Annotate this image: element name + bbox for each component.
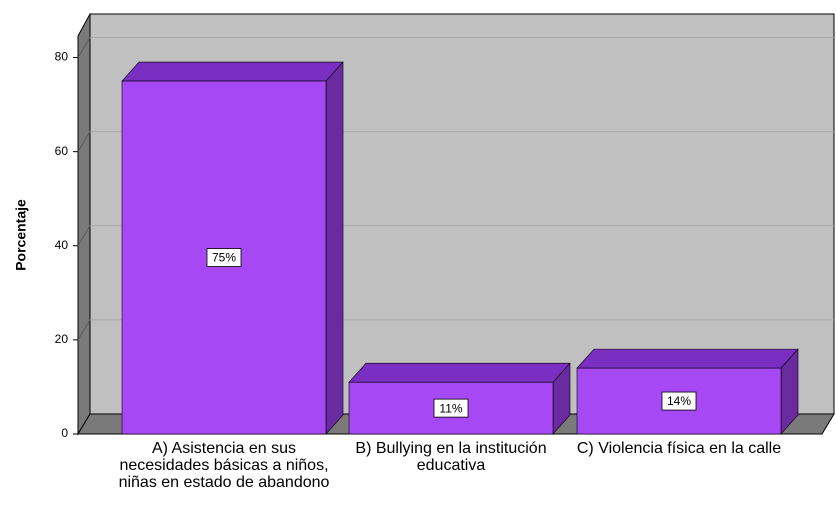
bar-top xyxy=(576,348,799,369)
grid-line xyxy=(77,319,91,341)
value-label-box xyxy=(206,248,242,267)
y-tick-label: 60 xyxy=(55,144,69,158)
value-label-box xyxy=(433,398,469,418)
y-tick-label: 40 xyxy=(55,238,69,252)
value-label: 11% xyxy=(439,401,462,415)
side-wall xyxy=(77,13,91,436)
value-label: 14% xyxy=(667,394,691,408)
grid-line xyxy=(77,225,91,247)
grid-line xyxy=(77,131,91,152)
x-tick-label: A) Asistencia en sus necesidades básicas… xyxy=(118,440,330,491)
x-tick-label: C) Violencia física en la calle xyxy=(576,440,782,457)
grid-line xyxy=(77,37,91,58)
y-tick-label: 20 xyxy=(55,332,69,346)
bar-side xyxy=(325,61,344,435)
bar-top xyxy=(348,362,571,383)
x-tick-label: B) Bullying en la institución educativa xyxy=(355,440,547,474)
value-label-box xyxy=(661,391,697,411)
y-tick-label: 80 xyxy=(55,50,69,64)
y-axis-label: Porcentaje xyxy=(13,199,29,271)
value-label: 75% xyxy=(212,251,236,265)
bar-top xyxy=(121,61,344,82)
y-tick-label: 0 xyxy=(61,426,68,440)
